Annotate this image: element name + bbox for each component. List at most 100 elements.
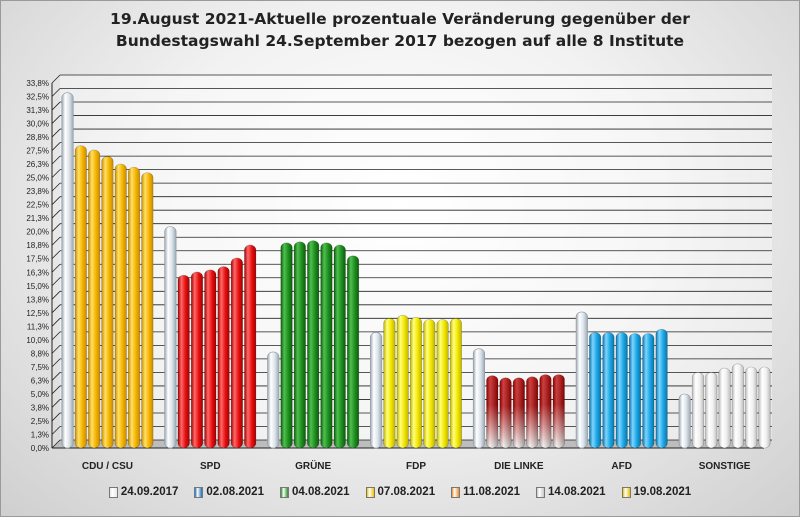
bar-cdu-csu-14.08.2021 bbox=[127, 166, 141, 449]
bar-spd-19.08.2021 bbox=[244, 244, 257, 449]
legend-swatch bbox=[279, 486, 289, 498]
gridline-depth bbox=[51, 277, 61, 287]
y-tick-label: 0,0% bbox=[31, 444, 49, 453]
legend: 24.09.2017 02.08.2021 04.08.2021 07.08.2021… bbox=[0, 486, 800, 498]
y-tick-label: 17,5% bbox=[26, 255, 49, 264]
y-tick-label: 26,3% bbox=[26, 160, 49, 169]
bar-afd-14.08.2021 bbox=[642, 333, 655, 449]
y-tick-label: 31,3% bbox=[26, 106, 49, 115]
bar-fdp-02.08.2021 bbox=[383, 318, 396, 449]
bar-cdu-csu-07.08.2021 bbox=[101, 156, 114, 449]
x-category-label: FDP bbox=[406, 461, 426, 472]
bar-fdp-07.08.2021 bbox=[409, 317, 423, 449]
legend-swatch bbox=[536, 486, 546, 498]
bar-shade-die-linke-11.08.2021 bbox=[526, 376, 538, 448]
y-tick-label: 10,0% bbox=[26, 336, 49, 345]
y-tick-label: 33,8% bbox=[26, 79, 49, 88]
gridline-depth bbox=[51, 142, 61, 151]
legend-label: 24.09.2017 bbox=[120, 486, 179, 498]
bar-fdp-04.08.2021 bbox=[396, 314, 409, 449]
bar-cdu-csu-19.08.2021 bbox=[141, 172, 154, 449]
x-category-label: SONSTIGE bbox=[699, 461, 751, 472]
gridline-depth bbox=[51, 291, 61, 300]
chart-title: 19.August 2021-Aktuelle prozentuale Verä… bbox=[0, 8, 800, 52]
bar-afd-02.08.2021 bbox=[589, 332, 602, 449]
y-tick-label: 32,5% bbox=[26, 93, 49, 102]
legend-label: 14.08.2021 bbox=[548, 486, 606, 498]
bar-spd-24.09.2017 bbox=[164, 226, 177, 449]
bar-cdu-csu-04.08.2021 bbox=[88, 149, 101, 449]
bar-shade-die-linke-14.08.2021 bbox=[539, 374, 552, 448]
bar-spd-02.08.2021 bbox=[177, 274, 190, 449]
gridline-depth bbox=[51, 304, 61, 314]
legend-label: 19.08.2021 bbox=[633, 486, 692, 498]
legend-item: 02.08.2021 bbox=[194, 486, 264, 498]
bar-spd-11.08.2021 bbox=[217, 266, 230, 449]
y-tick-label: 7,5% bbox=[31, 363, 49, 372]
legend-item: 24.09.2017 bbox=[108, 486, 179, 498]
y-tick-label: 15,0% bbox=[26, 282, 49, 291]
gridline-depth bbox=[51, 169, 61, 178]
bar-afd-11.08.2021 bbox=[628, 333, 642, 449]
legend-item: 11.08.2021 bbox=[451, 486, 520, 498]
gridline-depth bbox=[51, 209, 61, 219]
bar-grüne-02.08.2021 bbox=[280, 242, 293, 449]
gridline-depth bbox=[51, 74, 61, 84]
y-tick-label: 30,0% bbox=[26, 120, 49, 129]
gridline-depth bbox=[51, 399, 61, 408]
bar-spd-14.08.2021 bbox=[230, 257, 243, 449]
bar-sonstige-04.08.2021 bbox=[705, 372, 718, 449]
bar-fdp-19.08.2021 bbox=[449, 318, 462, 449]
gridline-depth bbox=[51, 412, 61, 422]
gridline-depth bbox=[51, 385, 61, 395]
bar-afd-04.08.2021 bbox=[602, 332, 615, 449]
bar-shade-die-linke-02.08.2021 bbox=[486, 375, 499, 448]
x-category-label: SPD bbox=[200, 461, 221, 472]
title-line-1: 19.August 2021-Aktuelle prozentuale Verä… bbox=[110, 10, 690, 28]
gridline-depth bbox=[51, 372, 61, 381]
gridline-depth bbox=[51, 250, 61, 260]
y-tick-label: 21,3% bbox=[26, 214, 49, 223]
gridline-depth bbox=[51, 345, 61, 354]
y-tick-label: 13,8% bbox=[26, 295, 49, 304]
x-category-label: CDU / CSU bbox=[82, 461, 133, 472]
gridline-depth bbox=[51, 236, 61, 246]
y-tick-label: 18,8% bbox=[26, 241, 49, 250]
bar-sonstige-19.08.2021 bbox=[758, 366, 771, 449]
bar-spd-07.08.2021 bbox=[204, 269, 217, 449]
gridline-depth bbox=[51, 115, 61, 124]
bar-afd-19.08.2021 bbox=[655, 328, 668, 449]
y-tick-label: 12,5% bbox=[26, 309, 49, 318]
legend-item: 07.08.2021 bbox=[365, 486, 435, 498]
gridline-depth bbox=[51, 426, 61, 435]
title-line-2: Bundestagswahl 24.September 2017 bezogen… bbox=[115, 32, 685, 50]
bar-fdp-11.08.2021 bbox=[423, 319, 436, 449]
y-tick-label: 5,0% bbox=[31, 390, 49, 399]
bar-grüne-07.08.2021 bbox=[307, 240, 320, 449]
y-tick-label: 20,0% bbox=[26, 228, 49, 237]
bar-sonstige-02.08.2021 bbox=[691, 372, 705, 449]
gridline-depth bbox=[51, 318, 61, 327]
legend-swatch bbox=[621, 486, 631, 498]
y-tick-label: 3,8% bbox=[31, 403, 49, 412]
y-tick-label: 28,8% bbox=[26, 133, 49, 142]
bar-grüne-14.08.2021 bbox=[333, 244, 346, 449]
legend-swatch bbox=[194, 486, 204, 498]
bar-fdp-24.09.2017 bbox=[370, 332, 383, 449]
bar-sonstige-07.08.2021 bbox=[718, 367, 731, 449]
legend-item: 19.08.2021 bbox=[621, 486, 692, 498]
y-tick-label: 16,3% bbox=[26, 268, 49, 277]
y-tick-label: 6,3% bbox=[31, 376, 49, 385]
y-tick-label: 25,0% bbox=[26, 174, 49, 183]
bar-shade-die-linke-04.08.2021 bbox=[499, 377, 512, 448]
bar-grüne-11.08.2021 bbox=[320, 242, 333, 449]
legend-swatch bbox=[451, 486, 461, 498]
bar-shade-die-linke-19.08.2021 bbox=[553, 374, 565, 448]
y-tick-label: 27,5% bbox=[26, 147, 49, 156]
gridline-depth bbox=[51, 101, 61, 111]
gridline-depth bbox=[51, 196, 61, 205]
legend-swatch bbox=[365, 486, 375, 498]
legend-label: 11.08.2021 bbox=[463, 486, 521, 498]
x-category-label: GRÜNE bbox=[295, 459, 331, 472]
